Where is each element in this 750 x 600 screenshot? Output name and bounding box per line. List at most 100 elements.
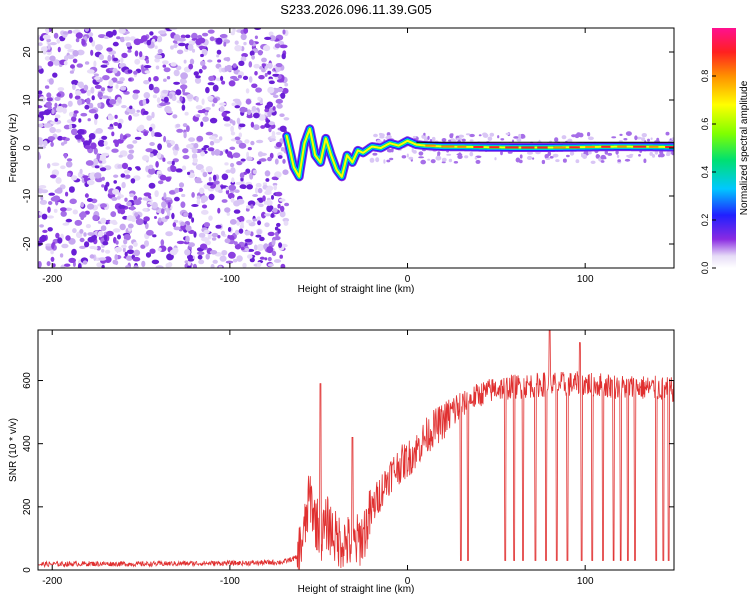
- noise-blob: [234, 229, 240, 236]
- noise-blob: [256, 229, 262, 235]
- noise-blob: [246, 219, 252, 224]
- noise-blob: [112, 228, 121, 233]
- noise-blob: [267, 256, 272, 262]
- noise-blob: [121, 105, 127, 109]
- noise-blob: [207, 95, 214, 101]
- noise-blob: [199, 187, 205, 195]
- noise-blob: [169, 93, 173, 99]
- halo-blob: [420, 159, 427, 165]
- noise-blob: [46, 97, 53, 102]
- noise-blob: [255, 87, 262, 93]
- noise-blob: [168, 190, 176, 195]
- noise-blob: [107, 54, 112, 62]
- cbar-tick-label: 0.0: [700, 262, 710, 275]
- noise-blob: [224, 162, 229, 166]
- noise-blob: [176, 240, 185, 245]
- noise-blob: [247, 147, 252, 151]
- noise-blob: [255, 182, 262, 188]
- noise-blob: [264, 108, 270, 113]
- halo-blob: [412, 135, 417, 139]
- noise-blob: [72, 228, 77, 234]
- noise-blob: [109, 220, 113, 224]
- noise-blob: [99, 167, 107, 172]
- halo-blob: [641, 133, 647, 138]
- noise-blob: [79, 237, 85, 243]
- x-tick-label: 100: [577, 274, 594, 285]
- noise-blob: [121, 162, 129, 170]
- noise-blob: [129, 107, 136, 115]
- noise-blob: [218, 189, 223, 194]
- noise-blob: [149, 142, 155, 146]
- y-tick-label: 0: [22, 567, 33, 573]
- noise-blob: [230, 162, 235, 168]
- noise-blob: [79, 245, 86, 249]
- noise-blob: [142, 155, 150, 161]
- noise-blob: [128, 115, 133, 121]
- snr-border: [37, 329, 675, 571]
- noise-blob: [183, 131, 187, 139]
- halo-blob: [383, 159, 386, 164]
- noise-blob: [182, 148, 189, 154]
- noise-blob: [119, 133, 124, 140]
- noise-blob: [47, 136, 56, 141]
- noise-blob: [124, 197, 128, 202]
- noise-blob: [253, 112, 260, 119]
- noise-blob: [200, 53, 204, 58]
- spectrogram-image: [38, 28, 674, 268]
- noise-blob: [254, 71, 258, 76]
- noise-blob: [38, 185, 47, 189]
- noise-blob: [84, 241, 90, 248]
- noise-blob: [141, 260, 146, 268]
- noise-blob: [40, 46, 48, 52]
- halo-blob: [386, 148, 393, 153]
- noise-blob: [159, 102, 167, 107]
- noise-blob: [60, 207, 67, 212]
- noise-blob: [87, 118, 91, 122]
- noise-blob: [165, 207, 169, 213]
- noise-blob: [125, 174, 131, 179]
- y-tick-label: -20: [22, 236, 33, 251]
- noise-blob: [245, 98, 252, 105]
- noise-blob: [84, 193, 89, 198]
- y-tick-label: 400: [22, 435, 33, 452]
- noise-blob: [284, 82, 289, 87]
- noise-blob: [273, 259, 282, 263]
- noise-blob: [246, 156, 253, 161]
- noise-blob: [276, 103, 283, 109]
- noise-blob: [126, 249, 135, 255]
- noise-blob: [132, 89, 140, 94]
- noise-blob: [213, 180, 220, 185]
- halo-blob: [369, 157, 375, 163]
- noise-blob: [78, 118, 82, 123]
- noise-blob: [155, 65, 160, 70]
- noise-blob: [38, 105, 43, 109]
- noise-blob: [180, 201, 186, 208]
- noise-blob: [40, 195, 44, 201]
- noise-blob: [113, 174, 119, 178]
- noise-blob: [96, 262, 103, 268]
- noise-blob: [126, 201, 132, 207]
- noise-blob: [175, 168, 183, 173]
- noise-blob: [161, 201, 167, 209]
- noise-blob: [119, 223, 126, 231]
- noise-blob: [132, 112, 140, 117]
- noise-blob: [151, 259, 160, 265]
- noise-blob: [66, 158, 73, 162]
- halo-blob: [505, 132, 510, 135]
- noise-blob: [233, 209, 241, 214]
- noise-blob: [210, 250, 218, 255]
- noise-blob: [201, 204, 208, 209]
- noise-blob: [48, 192, 55, 196]
- halo-blob: [497, 135, 500, 139]
- noise-blob: [209, 117, 218, 124]
- noise-blob: [77, 98, 82, 106]
- noise-blob: [105, 30, 114, 38]
- noise-blob: [200, 121, 204, 127]
- halo-blob: [469, 151, 474, 157]
- noise-blob: [191, 217, 195, 223]
- halo-blob: [623, 138, 628, 141]
- noise-blob: [42, 229, 48, 233]
- noise-blob: [215, 37, 223, 45]
- noise-blob: [230, 131, 236, 136]
- noise-blob: [193, 142, 199, 149]
